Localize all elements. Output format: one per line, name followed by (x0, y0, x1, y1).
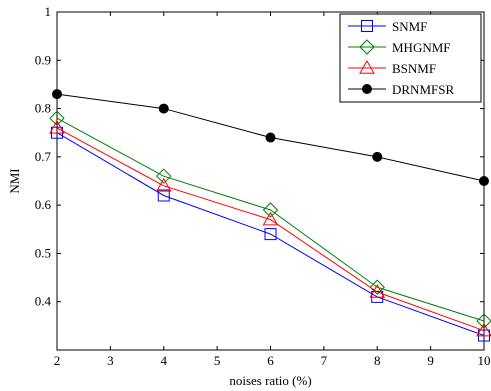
series-mhgnmf (49, 110, 491, 329)
y-tick-label: 0.7 (35, 149, 52, 164)
data-point-drnmfsr (52, 89, 62, 100)
y-tick-label: 0.9 (35, 52, 51, 67)
x-tick-label: 10 (478, 353, 491, 368)
x-tick-label: 9 (427, 353, 434, 368)
legend-marker-mhgnmf (359, 39, 375, 55)
x-tick-label: 3 (107, 353, 114, 368)
series-line-bsnmf (56, 127, 485, 332)
legend-label-snmf: SNMF (392, 19, 427, 34)
data-point-mhgnmf (262, 202, 279, 218)
legend-label-mhgnmf: MHGNMF (392, 40, 451, 55)
data-point-mhgnmf (476, 313, 491, 329)
y-tick-label: 0.8 (35, 101, 51, 116)
legend-marker-bsnmf (359, 59, 375, 74)
data-point-drnmfsr (265, 132, 276, 143)
x-tick-label: 2 (54, 353, 61, 368)
legend-marker-drnmfsr (362, 84, 372, 94)
data-point-mhgnmf (369, 279, 385, 295)
legend: SNMF MHGNMF BSNMF DRNMFSR (339, 13, 482, 103)
data-point-bsnmf (49, 119, 65, 134)
data-point-drnmfsr (479, 176, 489, 186)
data-point-bsnmf (155, 177, 172, 192)
legend-marker-snmf (361, 20, 373, 32)
series-drnmfsr (52, 89, 489, 186)
axes-layer: 2 3 4 5 6 7 8 9 10 0.4 0.5 0.6 0.7 0.8 0.9 1 (35, 4, 491, 368)
y-tick-label: 0.5 (35, 245, 51, 260)
x-tick-label: 8 (374, 353, 381, 368)
x-tick-label: 5 (214, 353, 221, 368)
data-point-drnmfsr (158, 103, 169, 114)
legend-label-bsnmf: BSNMF (392, 61, 436, 76)
data-point-bsnmf (262, 211, 279, 226)
series-line-snmf (56, 132, 485, 336)
series-layer (49, 89, 491, 342)
legend-label-drnmfsr: DRNMFSR (392, 82, 454, 97)
x-tick-label: 4 (161, 353, 168, 368)
data-point-drnmfsr (372, 151, 383, 162)
series-bsnmf (49, 119, 491, 337)
y-axis-title: NMI (7, 168, 22, 193)
x-tick-label: 7 (321, 353, 328, 368)
data-point-snmf (157, 189, 170, 202)
data-point-bsnmf (476, 322, 491, 337)
y-tick-label: 0.6 (35, 197, 52, 212)
x-tick-label: 6 (267, 353, 274, 368)
x-axis-title: noises ratio (%) (229, 373, 311, 388)
data-point-bsnmf (369, 284, 386, 298)
y-tick-label: 1 (45, 4, 52, 19)
data-point-mhgnmf (49, 110, 65, 126)
data-point-mhgnmf (156, 168, 172, 184)
series-line-mhgnmf (56, 117, 485, 322)
y-tick-label: 0.4 (35, 294, 52, 309)
data-point-snmf (264, 228, 277, 241)
